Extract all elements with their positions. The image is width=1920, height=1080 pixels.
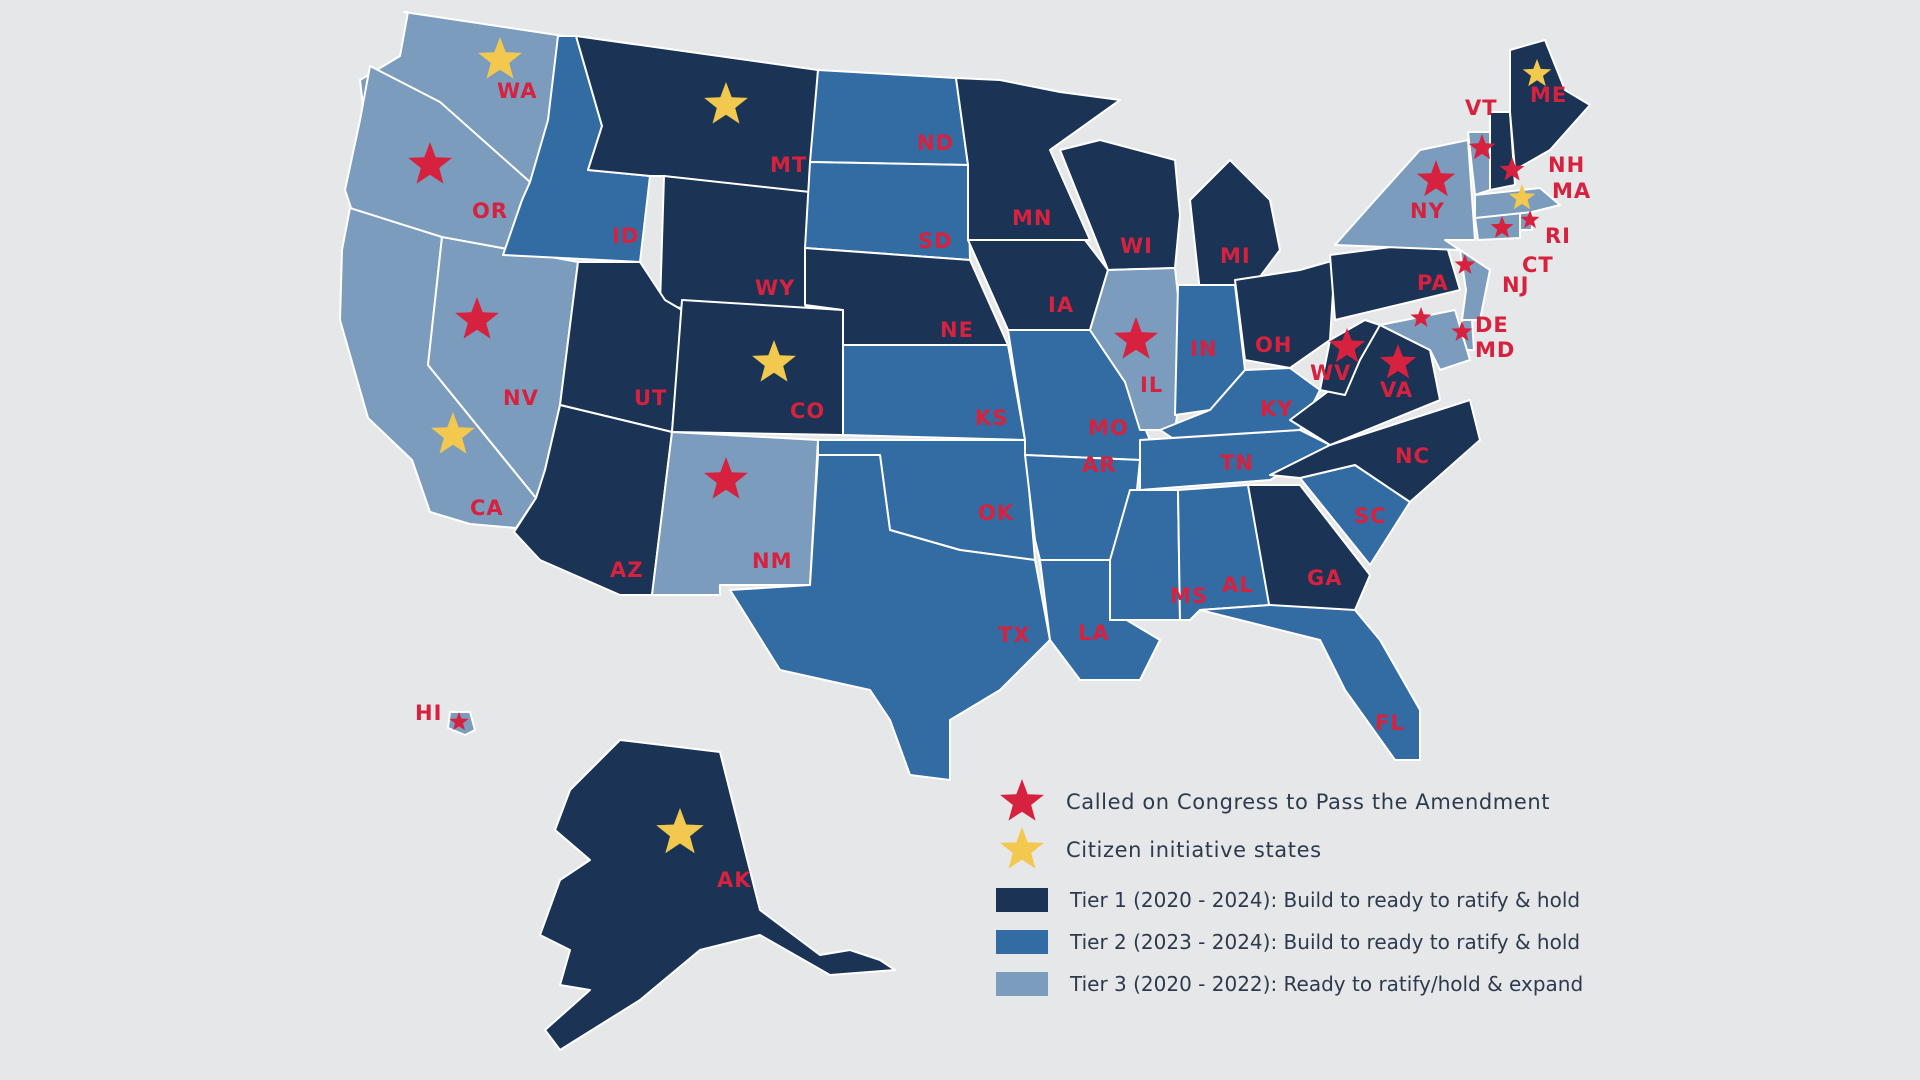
state-label-oh: OH	[1255, 333, 1292, 357]
star-icon-hi	[449, 712, 469, 731]
state-label-la: LA	[1078, 621, 1110, 645]
state-label-va: VA	[1380, 378, 1413, 402]
star-icon-vt	[1468, 134, 1496, 160]
state-label-ca: CA	[470, 496, 504, 520]
state-label-ct: CT	[1522, 253, 1554, 277]
state-label-de: DE	[1475, 313, 1509, 337]
legend-row-called-on-congress: Called on Congress to Pass the Amendment	[996, 778, 1550, 826]
state-GA	[1247, 484, 1371, 611]
state-label-sc: SC	[1354, 504, 1387, 528]
star-icon-md	[1410, 307, 1432, 327]
state-label-wi: WI	[1120, 234, 1153, 258]
state-label-hi: HI	[415, 701, 442, 725]
state-label-mi: MI	[1220, 244, 1251, 268]
tier2-swatch	[996, 930, 1048, 954]
legend-label-tier2: Tier 2 (2023 - 2024): Build to ready to …	[1070, 930, 1581, 954]
state-MS	[1109, 489, 1181, 621]
yellow-star-icon	[996, 826, 1048, 874]
state-label-nh: NH	[1548, 153, 1585, 177]
state-label-nc: NC	[1395, 444, 1430, 468]
star-icon-nj	[1454, 254, 1476, 274]
state-label-md: MD	[1475, 338, 1515, 362]
state-NC	[1269, 399, 1481, 503]
state-label-mn: MN	[1012, 206, 1052, 230]
state-NM	[651, 431, 819, 596]
state-TX	[729, 454, 1051, 781]
state-label-tx: TX	[998, 623, 1031, 647]
state-label-ks: KS	[975, 406, 1008, 430]
state-label-ak: AK	[717, 868, 752, 892]
state-label-ga: GA	[1307, 566, 1343, 590]
state-label-tn: TN	[1220, 451, 1254, 475]
state-label-me: ME	[1530, 83, 1567, 107]
state-MD	[1379, 309, 1471, 371]
state-label-sd: SD	[918, 229, 953, 253]
state-label-wy: WY	[755, 276, 795, 300]
star-icon-ca	[431, 412, 475, 454]
star-icon-ma	[1508, 184, 1536, 210]
star-icon-co	[752, 340, 796, 382]
state-label-ne: NE	[940, 318, 974, 342]
state-label-nd: ND	[917, 131, 954, 155]
state-label-ms: MS	[1170, 584, 1208, 608]
state-label-co: CO	[790, 399, 825, 423]
legend-row-tier1: Tier 1 (2020 - 2024): Build to ready to …	[996, 888, 1580, 912]
star-icon-wv	[1328, 328, 1366, 363]
star-icon-wa	[478, 37, 522, 79]
state-label-vt: VT	[1465, 96, 1498, 120]
state-label-pa: PA	[1417, 271, 1449, 295]
red-star-icon	[996, 778, 1048, 826]
state-MN	[955, 77, 1121, 241]
legend-label-called-on-congress: Called on Congress to Pass the Amendment	[1066, 790, 1551, 814]
state-label-fl: FL	[1375, 711, 1405, 735]
state-label-id: ID	[612, 224, 639, 248]
tier3-swatch	[996, 972, 1048, 996]
legend-label-citizen-initiative: Citizen initiative states	[1066, 838, 1322, 862]
star-icon-me	[1522, 59, 1552, 87]
star-icon-or	[408, 142, 452, 184]
tier1-swatch	[996, 888, 1048, 912]
state-label-ky: KY	[1260, 397, 1293, 421]
state-label-nj: NJ	[1502, 273, 1529, 297]
state-AK	[539, 739, 896, 1051]
state-FL	[1199, 604, 1421, 761]
state-label-al: AL	[1222, 573, 1254, 597]
star-icon-ak	[656, 808, 704, 854]
state-label-in: IN	[1190, 337, 1217, 361]
legend-row-tier2: Tier 2 (2023 - 2024): Build to ready to …	[996, 930, 1580, 954]
star-icon-il	[1114, 317, 1158, 359]
state-MI	[1189, 159, 1281, 293]
state-label-mo: MO	[1088, 416, 1129, 440]
state-label-ok: OK	[978, 501, 1014, 525]
state-label-ut: UT	[634, 386, 667, 410]
star-icon-ny	[1417, 160, 1455, 197]
star-icon-de	[1451, 321, 1473, 341]
star-icon-ct	[1490, 216, 1514, 238]
state-label-wa: WA	[497, 79, 537, 103]
state-label-az: AZ	[610, 558, 643, 582]
state-label-ar: AR	[1082, 453, 1116, 477]
state-label-ny: NY	[1410, 199, 1445, 223]
state-label-wv: WV	[1310, 361, 1351, 385]
state-label-or: OR	[472, 199, 508, 223]
legend-label-tier3: Tier 3 (2020 - 2022): Ready to ratify/ho…	[1070, 972, 1584, 996]
star-icon-nh	[1499, 157, 1525, 181]
star-icon-ri	[1520, 210, 1540, 229]
legend-row-tier3: Tier 3 (2020 - 2022): Ready to ratify/ho…	[996, 972, 1583, 996]
legend-label-tier1: Tier 1 (2020 - 2024): Build to ready to …	[1070, 888, 1581, 912]
state-NY	[1334, 139, 1476, 251]
star-icon-mt	[704, 82, 748, 124]
star-icon-nv	[455, 297, 499, 339]
state-label-ma: MA	[1552, 179, 1591, 203]
legend-row-citizen-initiative: Citizen initiative states	[996, 826, 1322, 874]
state-label-mt: MT	[770, 153, 807, 177]
state-label-il: IL	[1140, 373, 1163, 397]
state-label-ri: RI	[1545, 224, 1571, 248]
state-label-nm: NM	[752, 549, 792, 573]
state-label-ia: IA	[1048, 293, 1074, 317]
star-icon-va	[1379, 344, 1417, 379]
star-icon-nm	[704, 457, 748, 499]
state-label-nv: NV	[503, 386, 539, 410]
